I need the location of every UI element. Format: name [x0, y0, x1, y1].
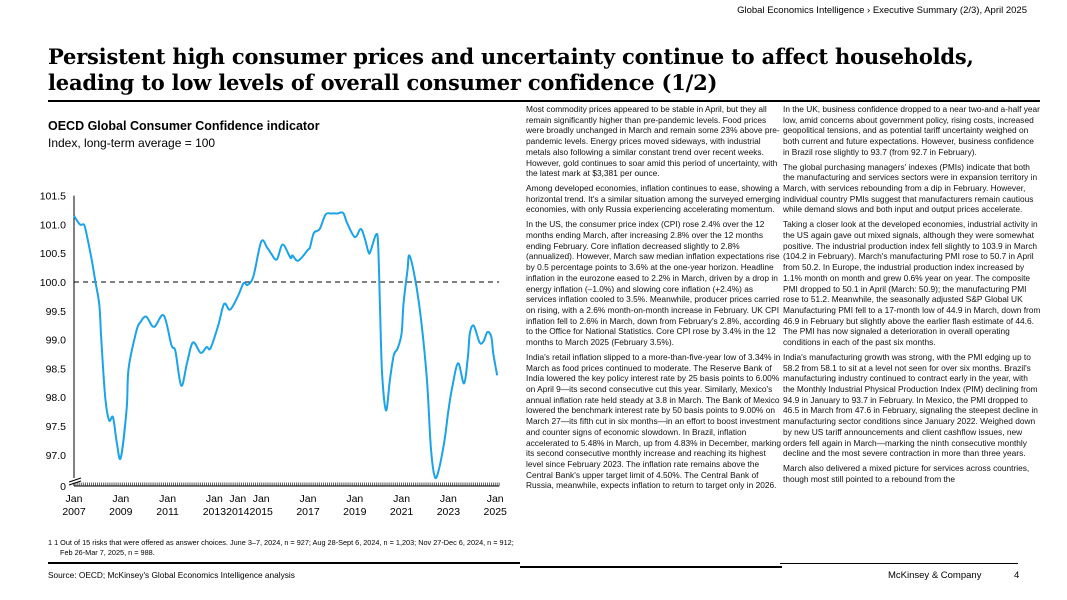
- text-column-2: In the UK, business confidence dropped t…: [783, 104, 1041, 488]
- footnote: 1 1 Out of 15 risks that were offered as…: [48, 538, 514, 557]
- y-tick-label: 0: [60, 481, 66, 493]
- x-tick-label: 2019: [343, 506, 367, 518]
- y-tick-label: 97.0: [46, 450, 67, 462]
- y-tick-label: 101.5: [40, 191, 66, 203]
- title-divider: [48, 100, 1040, 102]
- x-tick-label: Jan: [253, 493, 270, 505]
- x-tick-label: 2009: [109, 506, 133, 518]
- x-tick-label: 2021: [390, 506, 414, 518]
- x-tick-label: Jan: [300, 493, 317, 505]
- x-tick-label: 2023: [437, 506, 461, 518]
- y-tick-label: 99.5: [46, 306, 67, 318]
- footnote-divider: [48, 562, 520, 564]
- paragraph: March also delivered a mixed picture for…: [783, 463, 1030, 484]
- paragraph: India's manufacturing growth was strong,…: [783, 351, 1038, 459]
- y-tick-label: 99.0: [46, 335, 67, 347]
- x-tick-label: Jan: [66, 493, 83, 505]
- y-tick-label: 100.0: [40, 277, 66, 289]
- chart-subtitle: Index, long-term average = 100: [48, 136, 216, 150]
- paragraph: In the UK, business confidence dropped t…: [783, 104, 1040, 157]
- chart-title: OECD Global Consumer Confidence indicato…: [48, 119, 320, 133]
- consumer-confidence-chart: 101.5 101.0 100.5 100.0 99.5 99.0 98.5 98.0 97.5…: [40, 191, 508, 518]
- x-axis-month-ticks: [73, 482, 500, 486]
- consumer-confidence-line: [73, 211, 499, 480]
- column-divider: [520, 566, 782, 568]
- x-tick-label: 2011: [156, 506, 179, 518]
- page-number: 4: [1014, 570, 1020, 581]
- paragraph: Taking a closer look at the developed ec…: [783, 219, 1041, 348]
- paragraph: Among developed economies, inflation con…: [526, 183, 781, 215]
- x-tick-label: Jan: [346, 493, 363, 505]
- source-note: Source: OECD; McKinsey's Global Economic…: [48, 570, 295, 580]
- x-tick-label: Jan: [440, 493, 457, 505]
- axis-break-mark: [68, 477, 82, 483]
- x-tick-label: 2017: [296, 506, 320, 518]
- y-tick-label: 97.5: [46, 421, 67, 433]
- axis-break-mark: [68, 480, 82, 486]
- x-tick-label: 2015: [250, 506, 274, 518]
- paragraph: The global purchasing managers' indexes …: [783, 161, 1038, 215]
- x-tick-label: 2025: [484, 506, 508, 518]
- column-divider: [780, 563, 1018, 564]
- page-title: Persistent high consumer prices and unce…: [48, 44, 974, 95]
- x-tick-label: Jan: [159, 493, 176, 505]
- paragraph: In the US, the consumer price index (CPI…: [526, 219, 780, 348]
- paragraph: India's retail inflation slipped to a mo…: [526, 351, 782, 491]
- x-tick-label: Jan: [393, 493, 410, 505]
- y-tick-label: 98.5: [46, 363, 67, 375]
- x-tick-label: Jan: [229, 493, 246, 505]
- x-tick-label: Jan: [206, 493, 223, 505]
- text-column-1: Most commodity prices appeared to be sta…: [526, 104, 784, 495]
- x-tick-label: 2014: [226, 506, 250, 518]
- y-tick-label: 100.5: [40, 248, 66, 260]
- breadcrumb: Global Economics Intelligence › Executiv…: [737, 5, 1027, 16]
- x-tick-label: Jan: [112, 493, 129, 505]
- x-tick-label: 2007: [62, 506, 86, 518]
- x-tick-label: Jan: [487, 493, 504, 505]
- x-tick-label: 2013: [203, 506, 227, 518]
- paragraph: Most commodity prices appeared to be sta…: [526, 104, 780, 179]
- brand-name: McKinsey & Company: [888, 570, 982, 581]
- y-tick-label: 101.0: [40, 219, 66, 231]
- y-tick-label: 98.0: [46, 392, 67, 404]
